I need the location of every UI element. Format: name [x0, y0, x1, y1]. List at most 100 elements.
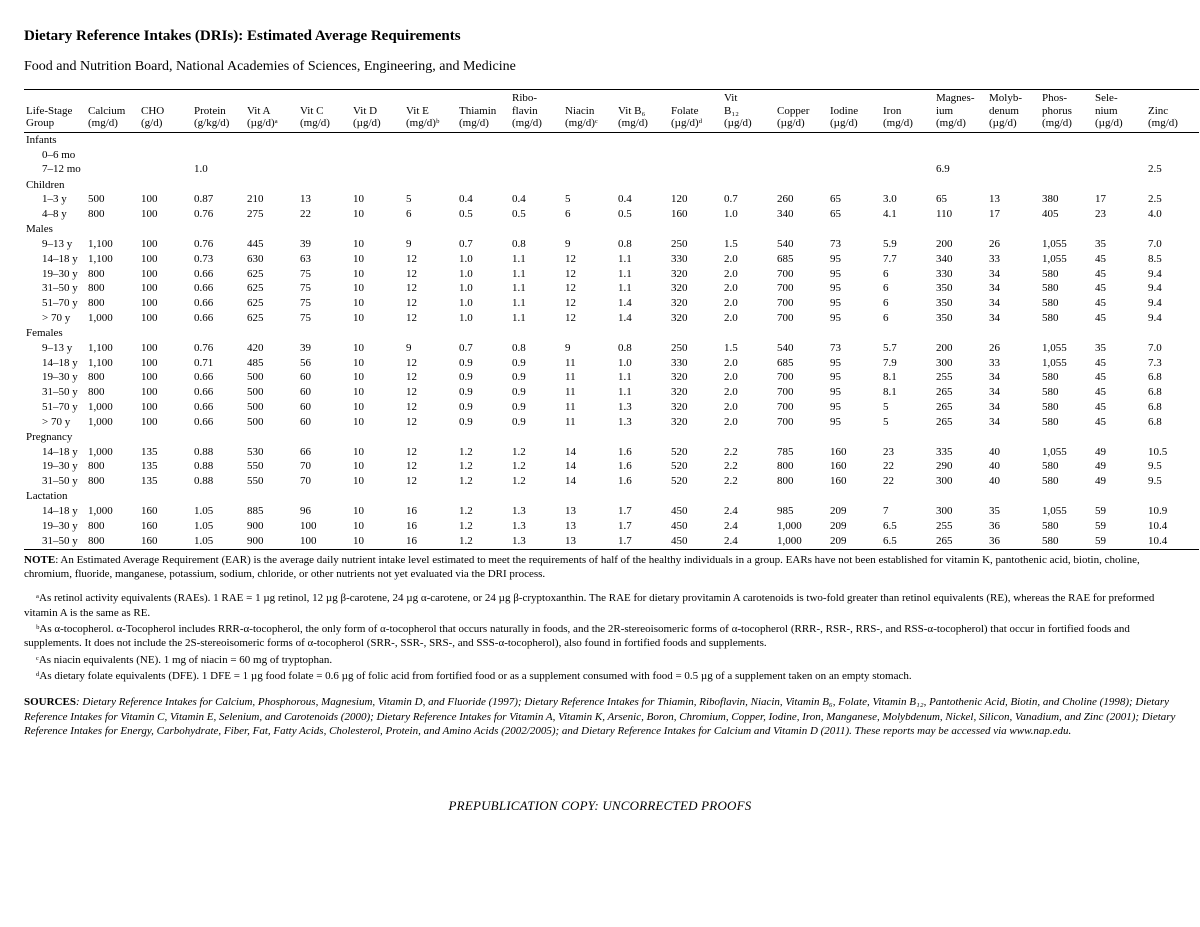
cell	[245, 148, 298, 163]
cell	[298, 163, 351, 178]
cell	[404, 163, 457, 178]
note: NOTE: An Estimated Average Requirement (…	[24, 554, 1176, 582]
cell	[510, 163, 563, 178]
column-header: CHO(g/d)	[139, 90, 192, 133]
cell: 1.7	[616, 534, 669, 549]
cell: 10.4	[1146, 534, 1199, 549]
cell: 3.0	[881, 193, 934, 208]
cell: 1.3	[510, 505, 563, 520]
section-row: Males	[24, 222, 1199, 237]
section-label: Females	[24, 326, 1199, 341]
cell: 0.9	[457, 356, 510, 371]
cell: 13	[563, 534, 616, 549]
cell: 1.2	[510, 460, 563, 475]
cell: 100	[139, 415, 192, 430]
cell: 95	[828, 371, 881, 386]
cell: 1.5	[722, 238, 775, 253]
cell: 1.2	[457, 534, 510, 549]
cell: 95	[828, 356, 881, 371]
table-row: 51–70 y1,0001000.665006010120.90.9111.33…	[24, 400, 1199, 415]
cell: 11	[563, 386, 616, 401]
column-header: Vit E(mg/d)ᵇ	[404, 90, 457, 133]
cell: 800	[86, 282, 139, 297]
cell: 320	[669, 415, 722, 430]
cell	[404, 148, 457, 163]
cell: 45	[1093, 386, 1146, 401]
cell: 5.9	[881, 238, 934, 253]
cell: 2.0	[722, 400, 775, 415]
cell: 22	[881, 475, 934, 490]
cell: 210	[245, 193, 298, 208]
cell: 12	[563, 267, 616, 282]
cell: 405	[1040, 208, 1093, 223]
cell: 45	[1093, 282, 1146, 297]
cell: 580	[1040, 297, 1093, 312]
cell: 36	[987, 534, 1040, 549]
cell: 700	[775, 415, 828, 430]
cell: 6.8	[1146, 415, 1199, 430]
column-header: Iodine(µg/d)	[828, 90, 881, 133]
table-row: 31–50 y8001601.0590010010161.21.3131.745…	[24, 534, 1199, 549]
table-row: 14–18 y1,0001601.058859610161.21.3131.74…	[24, 505, 1199, 520]
cell: 1.1	[510, 267, 563, 282]
cell: 1,055	[1040, 445, 1093, 460]
cell: 1.1	[510, 252, 563, 267]
footnote: ᵈAs dietary folate equivalents (DFE). 1 …	[24, 669, 1176, 683]
footnote: ᶜAs niacin equivalents (NE). 1 mg of nia…	[24, 653, 1176, 667]
cell: 1.3	[510, 519, 563, 534]
cell: 625	[245, 311, 298, 326]
cell	[669, 163, 722, 178]
footnote: ᵃAs retinol activity equivalents (RAEs).…	[24, 591, 1176, 620]
cell: 800	[775, 475, 828, 490]
section-label: Pregnancy	[24, 430, 1199, 445]
cell: 1,100	[86, 252, 139, 267]
cell: 12	[404, 311, 457, 326]
cell: 530	[245, 445, 298, 460]
cell: 2.0	[722, 252, 775, 267]
row-label: 31–50 y	[24, 475, 86, 490]
cell: 9.4	[1146, 267, 1199, 282]
cell: 45	[1093, 371, 1146, 386]
cell: 0.5	[510, 208, 563, 223]
cell: 1.2	[457, 460, 510, 475]
cell: 320	[669, 267, 722, 282]
cell: 580	[1040, 519, 1093, 534]
row-label: 19–30 y	[24, 519, 86, 534]
cell	[828, 148, 881, 163]
cell: 13	[563, 519, 616, 534]
cell	[139, 148, 192, 163]
cell	[881, 163, 934, 178]
cell: 1.2	[457, 475, 510, 490]
cell: 2.4	[722, 534, 775, 549]
cell: 6	[404, 208, 457, 223]
cell: 160	[828, 460, 881, 475]
cell: 0.9	[510, 400, 563, 415]
column-header: Calcium(mg/d)	[86, 90, 139, 133]
cell: 580	[1040, 534, 1093, 549]
cell: 4.0	[1146, 208, 1199, 223]
cell: 70	[298, 460, 351, 475]
cell	[881, 148, 934, 163]
cell: 34	[987, 297, 1040, 312]
cell: 110	[934, 208, 987, 223]
footnote: ᵇAs α-tocopherol. α-Tocopherol includes …	[24, 622, 1176, 651]
cell: 500	[245, 400, 298, 415]
cell: 900	[245, 519, 298, 534]
cell: 10.5	[1146, 445, 1199, 460]
table-row: 19–30 y8001000.666257510121.01.1121.1320…	[24, 267, 1199, 282]
cell: 380	[1040, 193, 1093, 208]
cell: 1.0	[457, 267, 510, 282]
cell: 6	[563, 208, 616, 223]
cell: 65	[934, 193, 987, 208]
cell: 60	[298, 386, 351, 401]
cell: 10	[351, 371, 404, 386]
cell	[1093, 148, 1146, 163]
section-label: Children	[24, 178, 1199, 193]
cell: 95	[828, 267, 881, 282]
cell: 320	[669, 400, 722, 415]
row-label: 51–70 y	[24, 400, 86, 415]
cell: 34	[987, 282, 1040, 297]
table-row: > 70 y1,0001000.666257510121.01.1121.432…	[24, 311, 1199, 326]
cell: 34	[987, 371, 1040, 386]
cell: 685	[775, 356, 828, 371]
